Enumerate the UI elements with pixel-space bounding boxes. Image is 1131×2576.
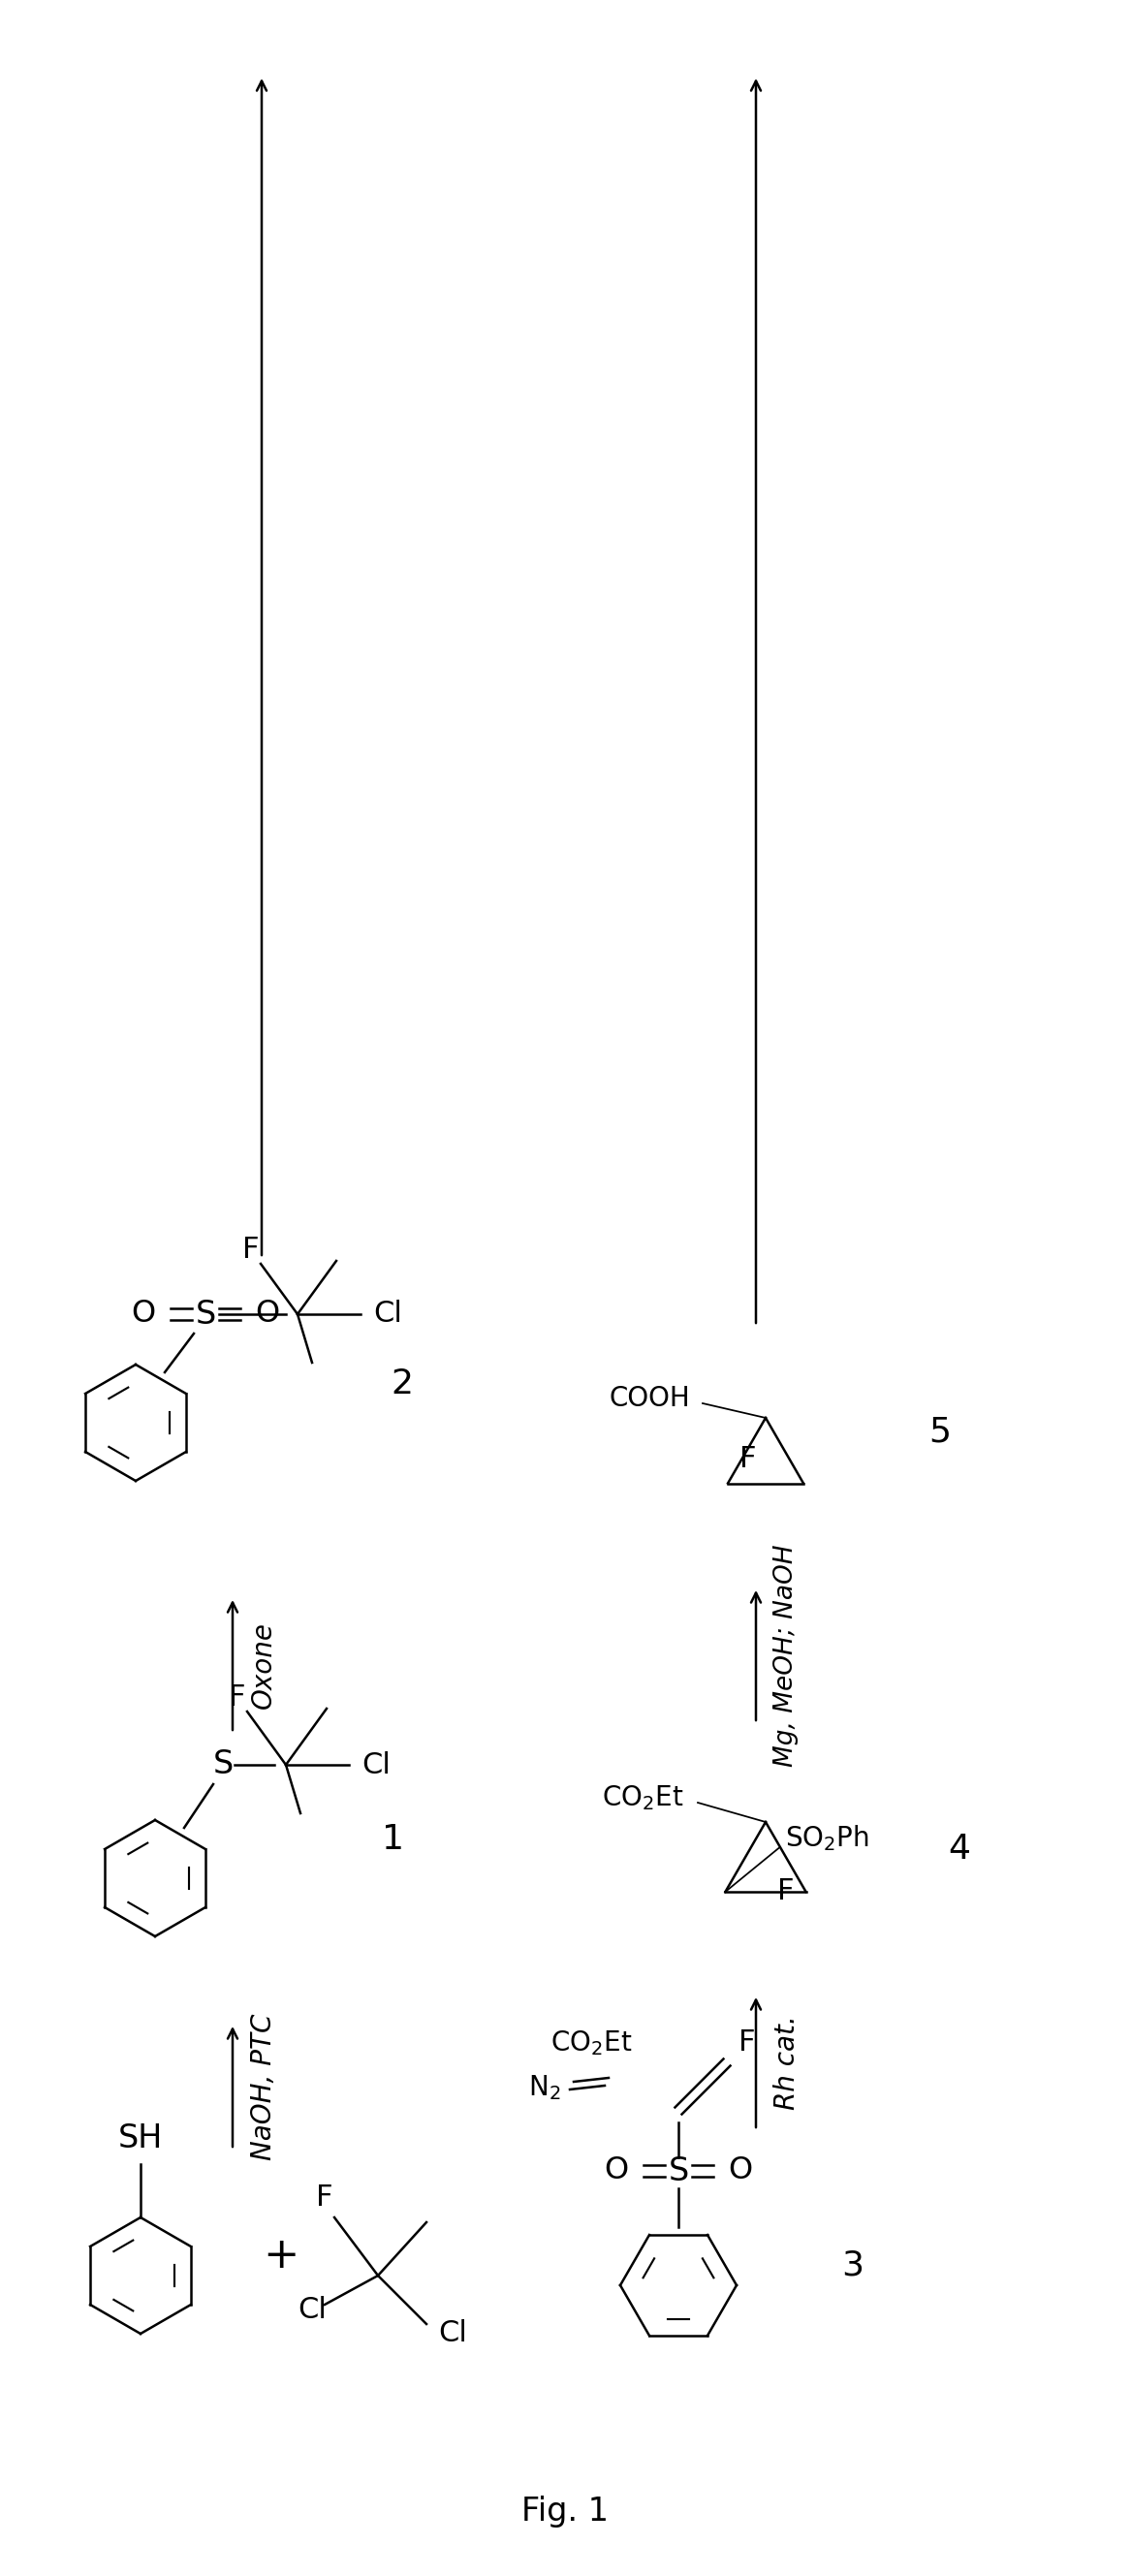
Text: +: +: [262, 2236, 300, 2277]
Text: F: F: [317, 2184, 334, 2213]
Text: Rh cat.: Rh cat.: [774, 2014, 801, 2110]
Text: F: F: [228, 1682, 245, 1710]
Text: S: S: [196, 1298, 216, 1329]
Text: O: O: [728, 2156, 752, 2187]
Text: Cl: Cl: [373, 1301, 403, 1329]
Text: Mg, MeOH; NaOH: Mg, MeOH; NaOH: [774, 1543, 798, 1767]
Text: Oxone: Oxone: [250, 1620, 277, 1708]
Text: F: F: [777, 1878, 794, 1906]
Text: 4: 4: [948, 1832, 970, 1865]
Text: Cl: Cl: [438, 2318, 467, 2347]
Text: CO$_2$Et: CO$_2$Et: [602, 1783, 683, 1811]
Text: 3: 3: [841, 2249, 864, 2282]
Text: SH: SH: [118, 2123, 163, 2154]
Text: COOH: COOH: [608, 1386, 690, 1412]
Text: Cl: Cl: [362, 1752, 390, 1780]
Text: SO$_2$Ph: SO$_2$Ph: [785, 1824, 870, 1852]
Text: F: F: [739, 2030, 756, 2058]
Text: NaOH, PTC: NaOH, PTC: [250, 2014, 277, 2159]
Text: N$_2$: N$_2$: [528, 2074, 560, 2102]
Text: O: O: [256, 1298, 279, 1329]
Text: S: S: [213, 1749, 233, 1780]
Text: 1: 1: [381, 1824, 404, 1855]
Text: S: S: [668, 2156, 689, 2187]
Text: 2: 2: [391, 1368, 413, 1401]
Text: Fig. 1: Fig. 1: [521, 2496, 608, 2527]
Text: CO$_2$Et: CO$_2$Et: [551, 2027, 632, 2058]
Text: O: O: [604, 2156, 629, 2187]
Text: Cl: Cl: [297, 2295, 327, 2324]
Text: F: F: [242, 1236, 259, 1265]
Text: F: F: [740, 1445, 757, 1473]
Text: 5: 5: [929, 1417, 951, 1448]
Text: O: O: [131, 1298, 156, 1329]
